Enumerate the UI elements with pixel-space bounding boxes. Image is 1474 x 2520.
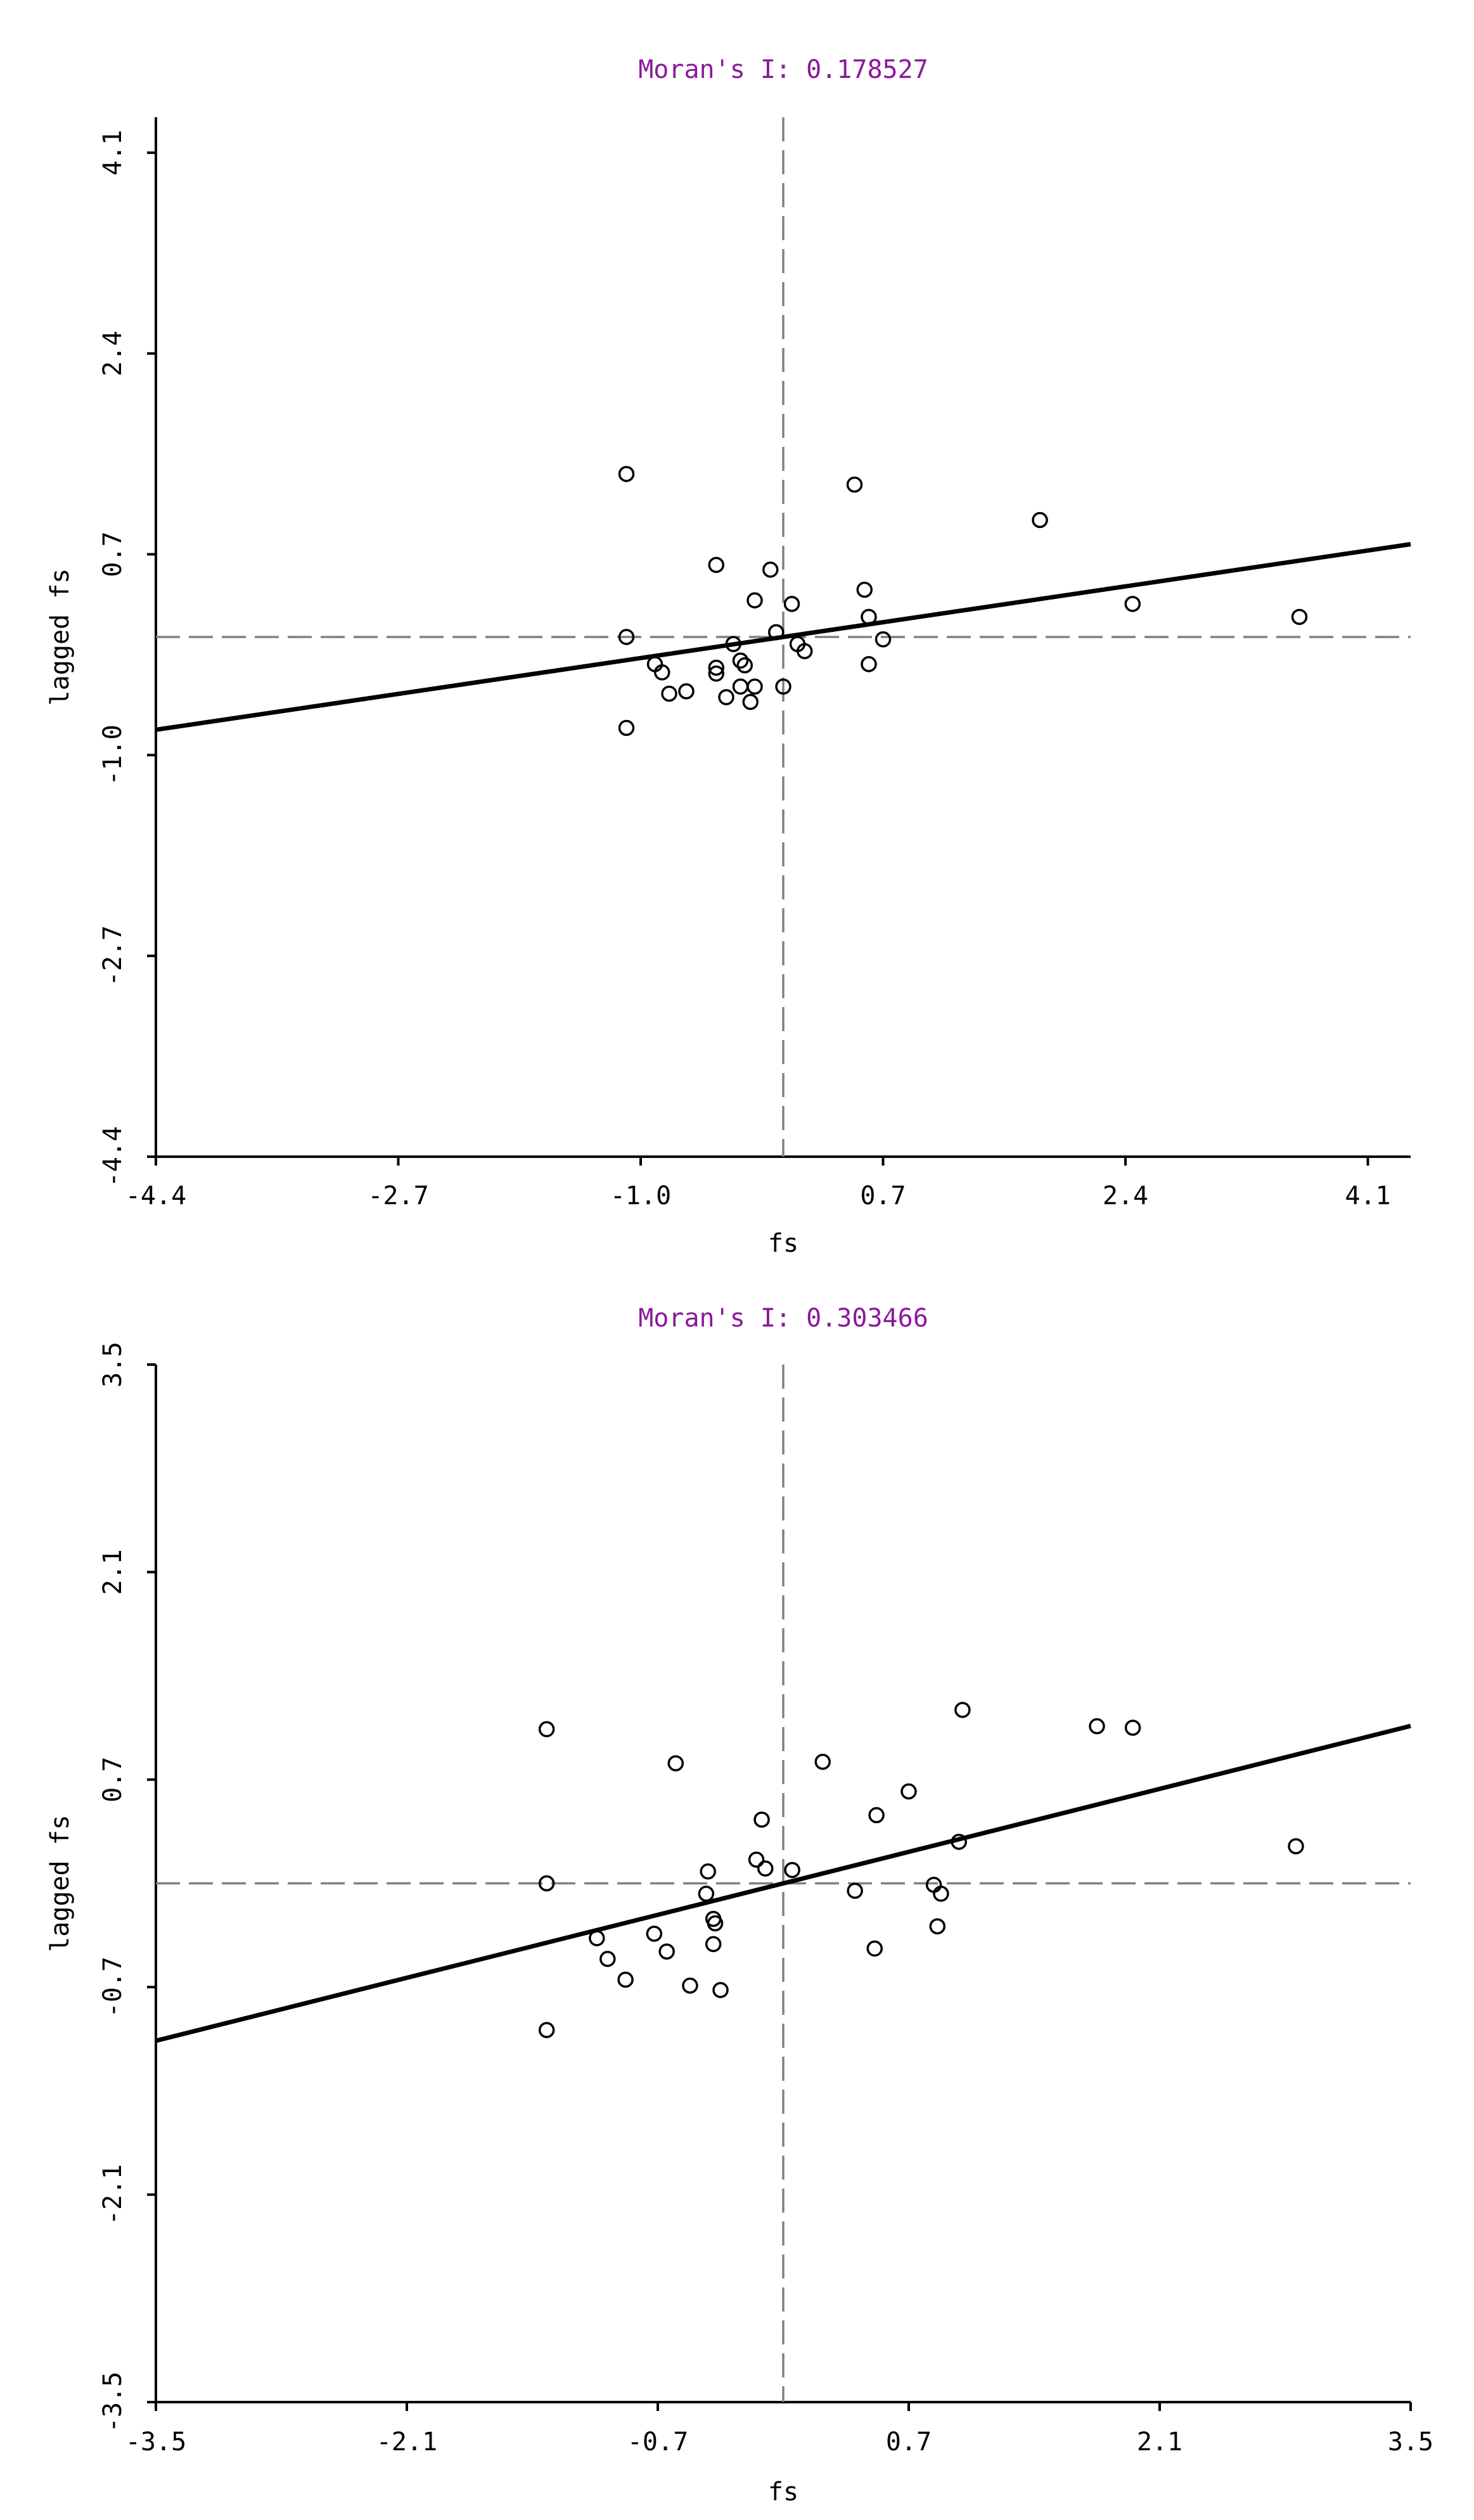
data-point xyxy=(682,1977,698,1994)
data-point xyxy=(678,683,695,700)
data-point xyxy=(1089,1718,1105,1735)
data-point xyxy=(925,1877,942,1893)
x-tick-label: 2.4 xyxy=(1103,1181,1148,1211)
data-point xyxy=(783,596,800,612)
data-point xyxy=(1291,608,1308,626)
data-point xyxy=(768,624,785,641)
data-point xyxy=(757,1860,774,1877)
data-point xyxy=(732,652,749,669)
data-point xyxy=(538,1721,555,1738)
y-axis-label: lagged fs xyxy=(46,569,75,706)
data-point xyxy=(705,1936,722,1953)
data-point xyxy=(747,678,763,695)
x-tick-label: -1.0 xyxy=(610,1181,671,1211)
x-tick-label: 2.1 xyxy=(1137,2427,1182,2457)
y-tick-label: -4.4 xyxy=(98,1126,127,1187)
x-tick-label: 3.5 xyxy=(1388,2427,1433,2457)
y-tick-label: 4.1 xyxy=(98,130,127,176)
x-tick-label: 0.7 xyxy=(860,1181,906,1211)
data-point xyxy=(856,581,873,598)
data-point xyxy=(599,1951,616,1967)
data-point xyxy=(742,693,759,710)
data-point xyxy=(708,556,724,574)
x-axis-label: fs xyxy=(768,2478,798,2507)
data-point xyxy=(747,592,763,608)
y-tick-label: -0.7 xyxy=(98,1957,127,2017)
y-axis-label: lagged fs xyxy=(46,1815,75,1952)
x-tick-label: -4.4 xyxy=(125,1181,186,1211)
data-point xyxy=(718,689,734,705)
data-point xyxy=(1288,1838,1304,1855)
y-tick-label: 0.7 xyxy=(98,1757,127,1803)
y-tick-label: -3.5 xyxy=(98,2372,127,2433)
data-point xyxy=(661,685,677,702)
regression-line xyxy=(155,1723,1411,2043)
data-point xyxy=(646,1925,663,1942)
data-point xyxy=(762,562,779,578)
data-point xyxy=(698,1886,715,1902)
y-tick-label: -1.0 xyxy=(98,724,127,785)
data-point xyxy=(929,1918,946,1935)
data-point xyxy=(951,1834,967,1850)
x-tick-label: 4.1 xyxy=(1345,1181,1390,1211)
data-point xyxy=(538,1875,555,1892)
data-point xyxy=(732,678,749,695)
data-point xyxy=(847,1882,863,1899)
chart-title: Moran's I: 0.178527 xyxy=(638,55,928,84)
y-tick-label: 2.1 xyxy=(98,1549,127,1595)
y-tick-label: 2.4 xyxy=(98,331,127,376)
y-tick-label: 0.7 xyxy=(98,531,127,577)
data-point xyxy=(712,1982,729,1998)
data-point xyxy=(784,1861,800,1879)
chart-panel-2: Moran's I: 0.303466 -3.5 -2.1 -0.7 0.7 2.1 3.5… xyxy=(46,1304,1433,2507)
data-point xyxy=(861,656,877,672)
data-point xyxy=(538,2022,555,2038)
data-point xyxy=(589,1930,605,1946)
data-point xyxy=(667,1755,684,1771)
data-point xyxy=(707,1915,724,1932)
data-point xyxy=(654,664,670,681)
x-axis-label: fs xyxy=(768,1229,798,1258)
data-point xyxy=(708,659,724,676)
data-point xyxy=(775,678,791,695)
data-point xyxy=(1124,1720,1141,1736)
y-tick-label: -2.1 xyxy=(98,2164,127,2225)
data-point xyxy=(617,1971,634,1988)
data-point xyxy=(814,1753,831,1770)
data-point xyxy=(618,629,635,645)
x-tick-label: -0.7 xyxy=(627,2427,688,2457)
data-point xyxy=(618,719,635,736)
data-point xyxy=(725,636,741,652)
y-tick-label: -2.7 xyxy=(98,925,127,986)
data-point xyxy=(797,643,813,660)
data-point xyxy=(954,1702,971,1718)
chart-title: Moran's I: 0.303466 xyxy=(638,1304,928,1333)
data-point xyxy=(1032,511,1048,529)
data-point xyxy=(753,1811,770,1828)
data-point xyxy=(736,657,753,674)
data-point xyxy=(748,1851,765,1868)
x-tick-label: -3.5 xyxy=(125,2427,186,2457)
data-point xyxy=(900,1783,917,1800)
data-point xyxy=(846,476,863,493)
data-point xyxy=(933,1886,949,1902)
data-point xyxy=(618,466,635,482)
data-point xyxy=(658,1943,675,1960)
data-point xyxy=(868,1807,885,1823)
data-point xyxy=(708,665,724,682)
y-tick-label: 3.5 xyxy=(98,1342,127,1387)
data-point xyxy=(875,631,892,648)
x-tick-label: -2.1 xyxy=(376,2427,437,2457)
data-point xyxy=(861,608,877,626)
data-point xyxy=(1124,596,1141,612)
chart-panel-1: Moran's I: 0.178527 -4.4 -2.7 -1.0 0.7 2.4 4.1… xyxy=(46,55,1411,1258)
data-point xyxy=(866,1940,883,1957)
regression-line xyxy=(155,542,1411,732)
x-tick-label: -2.7 xyxy=(368,1181,428,1211)
x-tick-label: 0.7 xyxy=(886,2427,932,2457)
data-point xyxy=(700,1863,716,1880)
